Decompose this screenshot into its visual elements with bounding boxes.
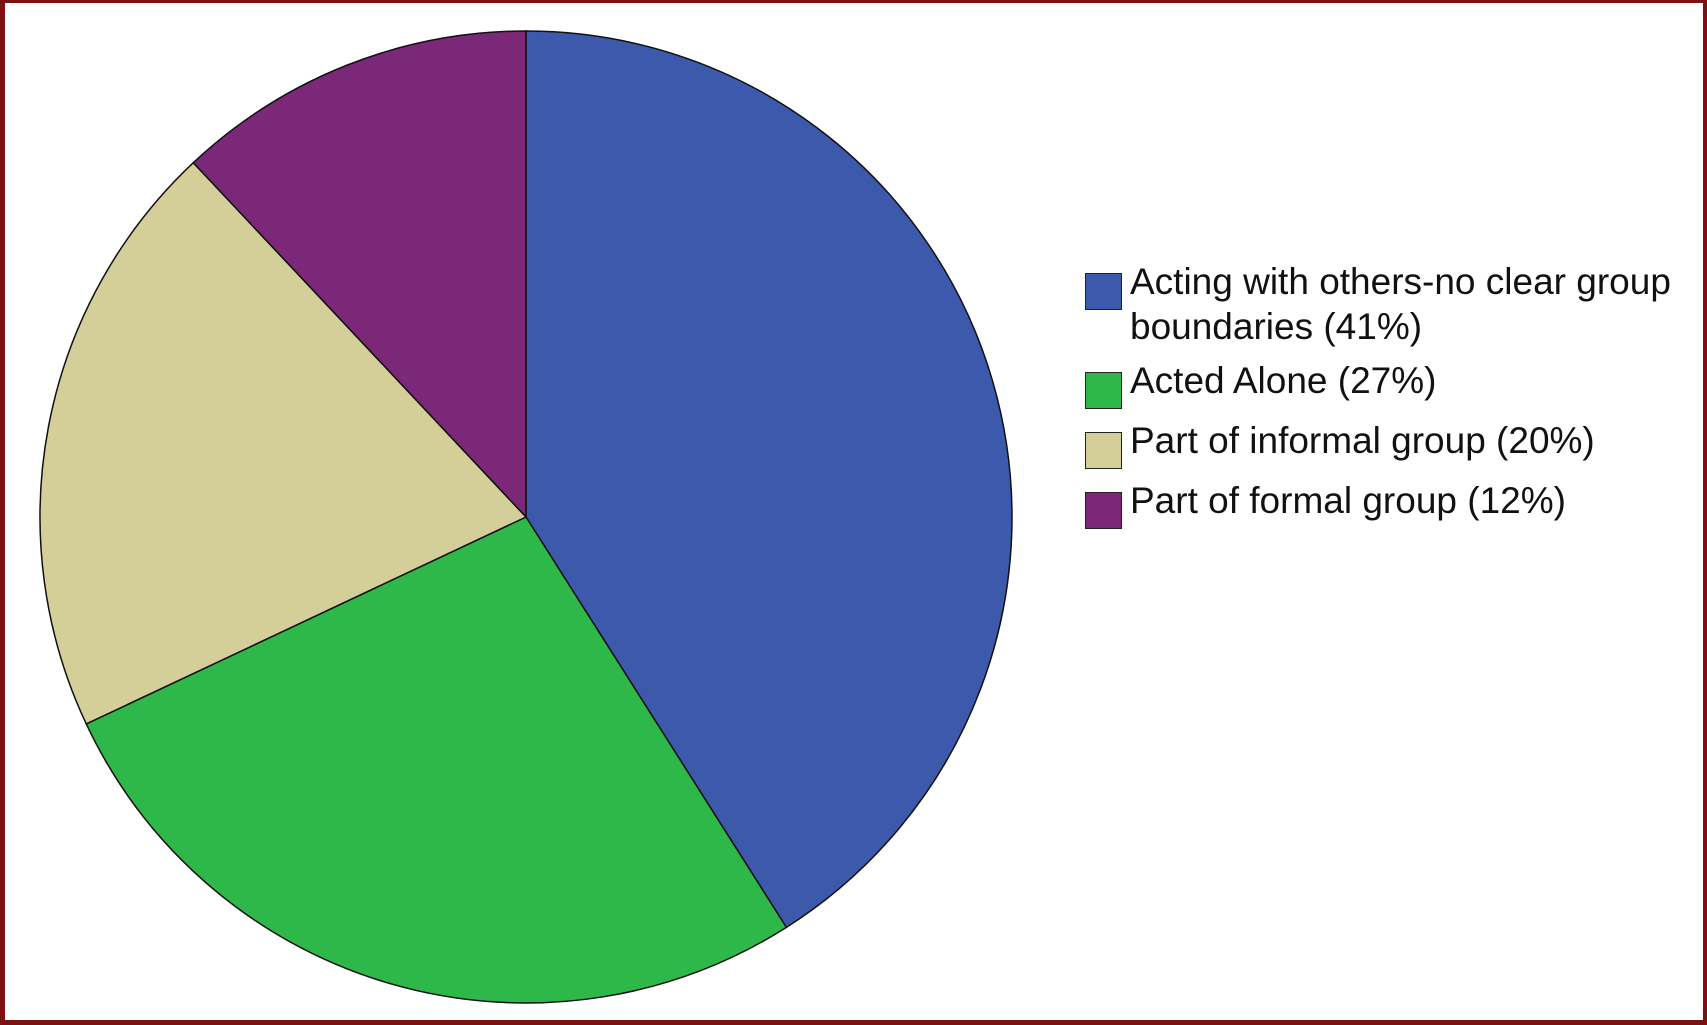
legend: Acting with others-no clear group bounda… bbox=[1085, 259, 1685, 538]
pie-slice bbox=[39, 161, 528, 725]
legend-label: Acted Alone (27%) bbox=[1130, 360, 1437, 401]
legend-swatch bbox=[1085, 432, 1122, 469]
legend-item: Acted Alone (27%) bbox=[1085, 358, 1685, 409]
legend-item: Part of formal group (12%) bbox=[1085, 478, 1685, 529]
pie-slice bbox=[85, 516, 788, 1004]
pie-slice bbox=[525, 30, 1013, 929]
legend-label: Part of informal group (20%) bbox=[1130, 420, 1595, 461]
legend-swatch bbox=[1085, 372, 1122, 409]
legend-swatch bbox=[1085, 492, 1122, 529]
legend-label: Acting with others-no clear group bounda… bbox=[1130, 261, 1671, 347]
legend-item: Part of informal group (20%) bbox=[1085, 418, 1685, 469]
legend-swatch bbox=[1085, 273, 1122, 310]
legend-item: Acting with others-no clear group bounda… bbox=[1085, 259, 1685, 349]
pie-slice bbox=[192, 30, 527, 519]
legend-label: Part of formal group (12%) bbox=[1130, 480, 1566, 521]
pie-area bbox=[39, 30, 1013, 1004]
